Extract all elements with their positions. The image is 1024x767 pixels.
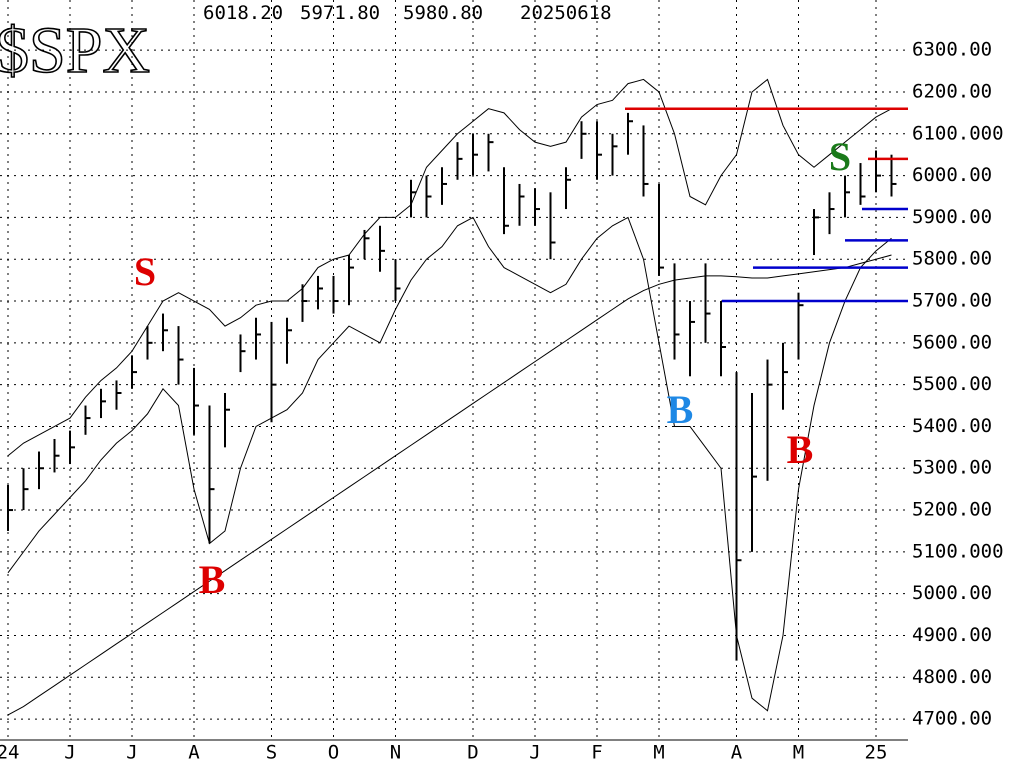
info-high: 6018.20 [203, 2, 283, 24]
x-tick-label: S [266, 742, 277, 764]
x-tick-label: A [731, 742, 743, 764]
y-tick-label: 4800.00 [912, 666, 992, 688]
indicator-line [7, 78, 892, 457]
indicator-line [7, 216, 892, 712]
x-tick-label: M [793, 742, 804, 764]
y-tick-label: 4900.00 [912, 624, 992, 646]
x-tick-label: 24 [0, 742, 19, 764]
x-tick-label: J [64, 742, 75, 764]
y-tick-label: 6300.00 [912, 39, 992, 61]
signal-label: S [134, 249, 156, 294]
y-tick-label: 5000.00 [912, 582, 992, 604]
x-tick-label: O [328, 742, 339, 764]
y-tick-label: 6200.00 [912, 80, 992, 102]
y-tick-label: 5800.00 [912, 248, 992, 270]
info-close: 5980.80 [403, 2, 483, 24]
x-tick-label: A [188, 742, 200, 764]
y-tick-label: 4700.00 [912, 708, 992, 730]
x-tick-label: J [529, 742, 540, 764]
y-tick-label: 6000.00 [912, 164, 992, 186]
info-low: 5971.80 [300, 2, 380, 24]
y-tick-label: 6100.000 [912, 122, 1004, 144]
signal-label: S [829, 134, 851, 179]
x-tick-label: M [653, 742, 664, 764]
x-tick-label: F [591, 742, 602, 764]
x-tick-label: 25 [865, 742, 888, 764]
info-date: 20250618 [520, 2, 612, 24]
y-tick-label: 5200.00 [912, 499, 992, 521]
signal-label: B [787, 427, 814, 472]
x-tick-label: D [467, 742, 478, 764]
y-tick-label: 5100.000 [912, 540, 1004, 562]
signal-label: B [199, 557, 226, 602]
y-tick-label: 5900.00 [912, 206, 992, 228]
x-tick-label: N [390, 742, 401, 764]
y-tick-label: 5400.00 [912, 415, 992, 437]
x-tick-label: J [126, 742, 137, 764]
y-tick-label: 5700.00 [912, 290, 992, 312]
y-tick-label: 5300.00 [912, 457, 992, 479]
y-tick-label: 5600.00 [912, 331, 992, 353]
indicator-line [7, 254, 892, 716]
y-tick-label: 5500.00 [912, 373, 992, 395]
chart-title: $SPX [0, 14, 150, 87]
signal-label: B [667, 387, 694, 432]
